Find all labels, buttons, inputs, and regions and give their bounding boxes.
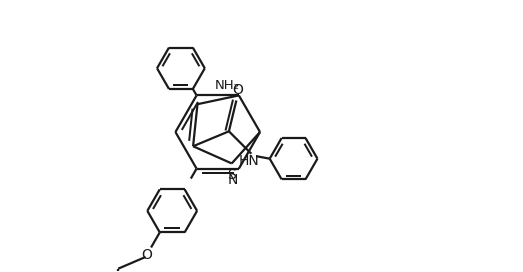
Text: O: O (232, 82, 243, 97)
Text: HN: HN (238, 154, 259, 168)
Text: O: O (141, 248, 152, 262)
Text: NH₂: NH₂ (215, 79, 240, 92)
Text: N: N (227, 172, 237, 187)
Text: S: S (228, 168, 236, 183)
